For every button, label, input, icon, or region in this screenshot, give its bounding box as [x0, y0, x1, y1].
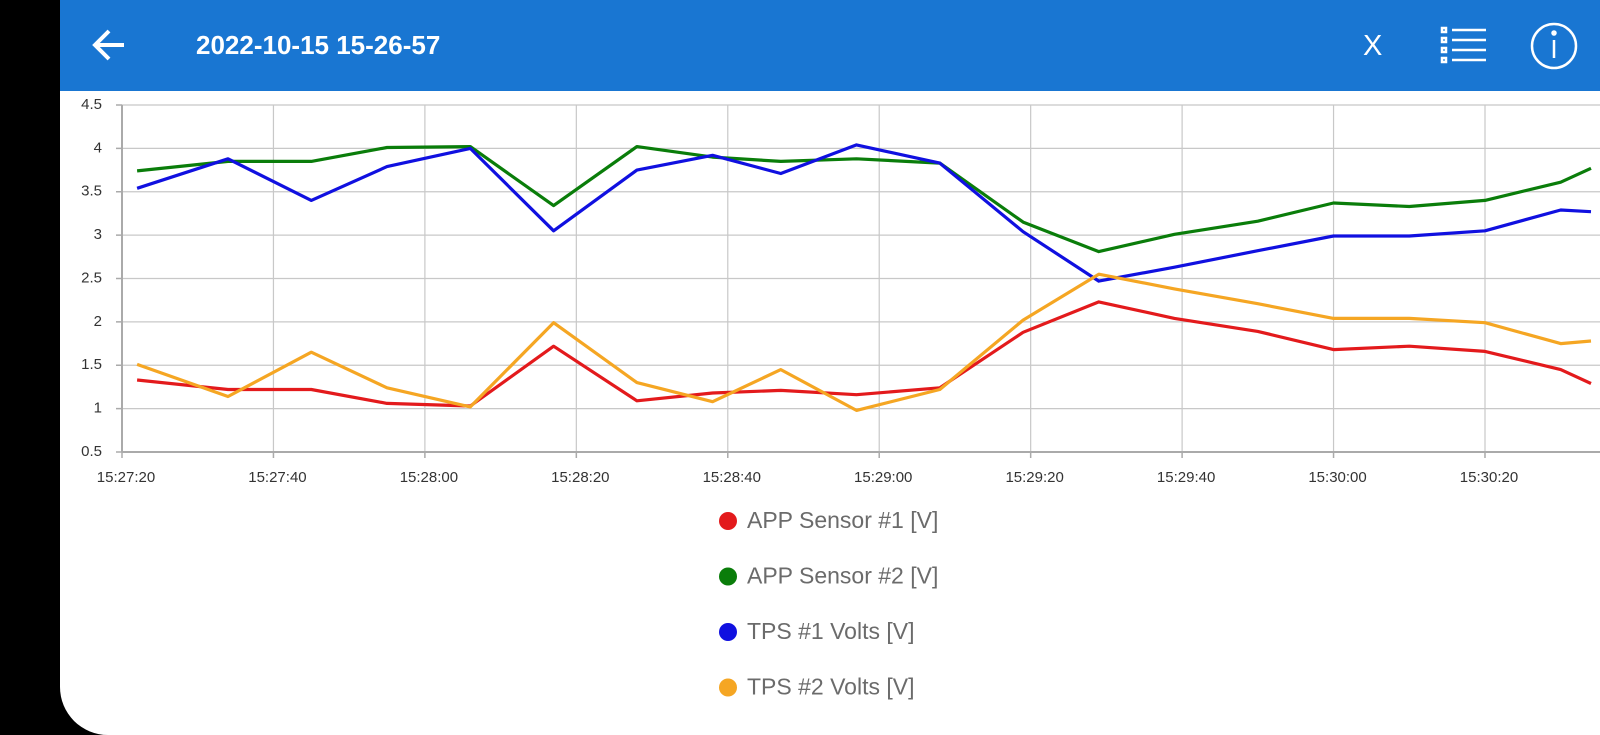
file-title: 2022-10-15 15-26-57 [196, 30, 441, 60]
list-button[interactable] [1440, 26, 1486, 64]
legend-marker [719, 678, 737, 697]
x-tick-label: 15:28:00 [400, 469, 458, 486]
series-line [136, 145, 1592, 254]
x-tick-label: 15:29:20 [1005, 469, 1063, 486]
legend-marker [719, 623, 737, 641]
x-tick-label: 15:29:40 [1157, 469, 1215, 486]
y-tick-label: 3.5 [81, 183, 102, 200]
y-tick-label: 0.5 [81, 443, 102, 460]
app-bar: 2022-10-15 15-26-57 X [60, 0, 1600, 91]
x-tick-label: 15:29:00 [854, 469, 912, 486]
x-tick-label: 15:30:20 [1460, 469, 1518, 486]
series-line [136, 300, 1592, 408]
series-line [136, 143, 1592, 283]
app-bar-icons [92, 22, 1578, 70]
legend-label: APP Sensor #2 [V] [747, 563, 938, 589]
x-tick-label: 15:27:20 [97, 469, 155, 486]
info-button[interactable] [1530, 22, 1578, 70]
app-panel: 0.5 1 1.5 2 2.5 3 3.5 4 4.5 15:27:20 15:27:40 15:28… [60, 0, 1600, 735]
chart: 0.5 1 1.5 2 2.5 3 3.5 4 4.5 15:27:20 15:27:40 15:28… [81, 96, 1600, 700]
back-button[interactable] [92, 29, 124, 61]
y-tick-label: 4 [94, 139, 102, 156]
x-tick-label: 15:28:20 [551, 469, 609, 486]
x-tick-label: 15:27:40 [248, 469, 306, 486]
x-tick-label: 15:30:00 [1308, 469, 1366, 486]
y-tick-label: 1 [94, 400, 102, 417]
legend-marker [719, 512, 737, 530]
legend-label: TPS #1 Volts [V] [747, 618, 914, 644]
series-line [136, 272, 1592, 412]
x-tick-label: 15:28:40 [703, 469, 761, 486]
y-tick-label: 3 [94, 226, 102, 243]
y-tick-label: 1.5 [81, 356, 102, 373]
legend-label: TPS #2 Volts [V] [747, 674, 914, 700]
y-tick-label: 2.5 [81, 269, 102, 286]
legend-marker [719, 567, 737, 586]
close-button[interactable]: X [1363, 30, 1383, 62]
legend-label: APP Sensor #1 [V] [747, 507, 938, 533]
y-tick-label: 2 [94, 313, 102, 330]
y-tick-label: 4.5 [81, 96, 102, 113]
